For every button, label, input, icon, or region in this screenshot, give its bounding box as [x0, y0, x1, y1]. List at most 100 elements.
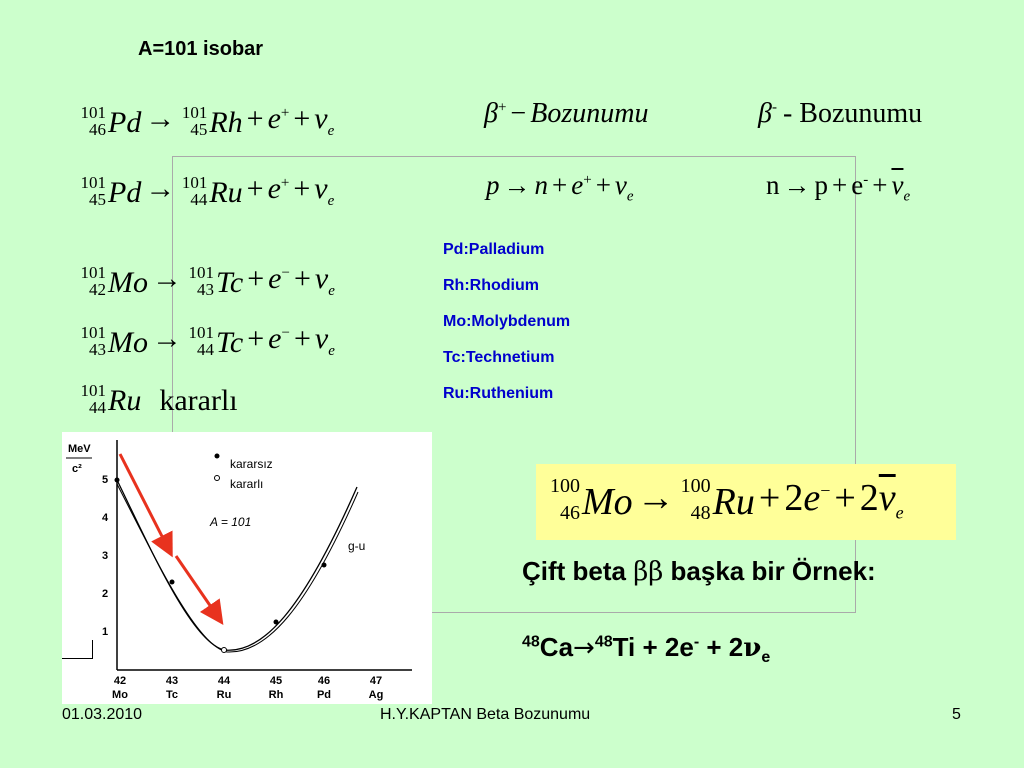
electron-term: + 2e	[635, 632, 694, 662]
mass-number: 101	[181, 103, 208, 122]
antineutrino-symbol: ν	[891, 170, 904, 200]
atomic-number: 46	[560, 501, 580, 524]
electron: e	[803, 477, 821, 519]
neutrino-subscript: e	[903, 188, 911, 205]
positron: e	[267, 172, 281, 205]
mass-number: 100	[550, 474, 580, 497]
nuclide-symbol: Rh	[209, 106, 243, 139]
coefficient: 2	[784, 477, 804, 519]
charge-sign: +	[583, 172, 592, 188]
nuclide-symbol: Pd	[108, 106, 142, 139]
mass-number: 48	[594, 633, 613, 651]
x-tick-number: 44	[218, 675, 231, 687]
element-item: Tc:Technetium	[443, 349, 555, 366]
atomic-number: 42	[89, 280, 106, 299]
decay-arrow	[118, 453, 173, 558]
charge-sign: −	[281, 265, 290, 281]
neutrino-symbol: ν	[743, 633, 762, 663]
charge-sign: −	[820, 480, 831, 501]
x-tick-symbol: Mo	[112, 689, 128, 701]
neutrino-subscript: e	[328, 283, 335, 299]
beta-symbol: β	[758, 98, 772, 129]
equation-ru-stable: 101 44 Ru kararlı	[81, 382, 238, 418]
mass-number: 101	[188, 323, 215, 342]
x-tick-number: 47	[370, 675, 382, 687]
electron: e	[268, 322, 282, 355]
neutrino-subscript: e	[327, 123, 335, 139]
chart-svg: MeV c² 5 4 3 2 1 42 43 44 45 46 47 Mo Tc…	[66, 440, 412, 701]
beta-plus-word: Bozunumu	[530, 98, 649, 129]
equation-mo43-tc: 101 43 Mo → 101 44 Tc + e− + νe	[81, 322, 335, 360]
element-item: Mo:Molybdenum	[443, 313, 571, 330]
y-tick-label: 2	[102, 588, 108, 600]
nuclide-symbol: Mo	[108, 326, 148, 359]
x-tick-number: 45	[270, 675, 282, 687]
nuclide-symbol: Pd	[108, 176, 142, 209]
beta-plus-heading: β+ − Bozunumu	[484, 98, 648, 130]
nuclide-symbol: Ru	[108, 384, 142, 417]
mass-number: 101	[188, 263, 215, 282]
slide-title: A=101 isobar	[138, 38, 264, 60]
bracket-mark	[62, 640, 93, 659]
mass-number: 48	[522, 633, 540, 651]
dash: −	[510, 98, 527, 129]
x-tick-symbol: Rh	[269, 689, 284, 701]
neutrino-symbol: ν	[314, 322, 329, 355]
double-beta-equation: 100 46 Mo → 100 48 Ru +2e− +2νe	[536, 464, 956, 540]
y-tick-label: 5	[102, 474, 108, 486]
charge-sign: −	[281, 325, 290, 341]
neutron: n	[534, 170, 549, 200]
element-list: Pd:Palladium Rh:Rhodium Mo:Molybdenum Tc…	[443, 232, 570, 412]
even-curve	[116, 483, 359, 653]
x-tick-symbol: Ru	[217, 689, 232, 701]
nuclide-point	[221, 647, 227, 653]
charge-sign: +	[280, 105, 290, 121]
neutrino-subscript: e	[895, 502, 904, 523]
atomic-number: 45	[89, 190, 106, 209]
legend-unstable: kararsız	[230, 457, 273, 471]
y-tick-label: 4	[102, 512, 109, 524]
neutrino-symbol: ν	[614, 170, 627, 200]
double-beta-formula: 100 46 Mo → 100 48 Ru +2e− +2νe	[550, 474, 904, 524]
nuclide-point	[114, 477, 120, 483]
charge-sign: +	[280, 175, 290, 191]
atomic-number: 44	[190, 190, 208, 209]
nuclide-point	[321, 562, 327, 568]
coefficient: 2	[859, 477, 879, 519]
atomic-number: 43	[197, 280, 214, 299]
electron: e	[268, 262, 282, 295]
x-tick-symbol: Ag	[369, 689, 384, 701]
heading-part: başka bir Örnek:	[663, 556, 876, 586]
decay-arrow	[174, 555, 224, 625]
arrow: →	[573, 633, 595, 663]
neutrino-subscript: e	[328, 343, 335, 359]
nuclide-symbol: Ti	[612, 632, 636, 662]
nuclide-symbol: Ru	[712, 480, 755, 523]
element-item: Rh:Rhodium	[443, 277, 539, 294]
beta-minus-reaction: n → p + e- + νe	[766, 170, 911, 205]
chart-annotation: A = 101	[209, 515, 251, 529]
mass-number: 100	[680, 474, 711, 497]
odd-curve	[116, 479, 358, 651]
equation-pd-rh: 101 46 Pd → 101 45 Rh + e+ + νe	[81, 102, 335, 140]
nuclide-symbol: Mo	[108, 266, 148, 299]
x-tick-symbol: Pd	[317, 689, 331, 701]
nuclide-symbol: Mo	[582, 480, 633, 523]
stable-label: kararlı	[159, 384, 238, 417]
x-tick-symbol: Tc	[166, 689, 178, 701]
neutrino-symbol: ν	[314, 262, 329, 295]
y-tick-label: 1	[102, 626, 108, 638]
x-tick-number: 43	[166, 675, 178, 687]
element-item: Pd:Palladium	[443, 241, 545, 258]
beta-plus-reaction: p → n + e+ + νe	[486, 170, 634, 205]
mass-number: 101	[80, 381, 107, 400]
footer-date: 01.03.2010	[62, 706, 143, 723]
beta-minus-heading: β- - Bozunumu	[758, 98, 922, 130]
y-tick-label: 3	[102, 550, 108, 562]
curve-label: g-u	[348, 539, 365, 553]
legend-unstable-marker	[214, 453, 220, 459]
double-beta-heading: Çift beta ββ başka bir Örnek:	[522, 556, 876, 587]
positron: e	[571, 170, 584, 200]
x-tick-number: 46	[318, 675, 330, 687]
y-label-bottom: c²	[72, 463, 82, 475]
